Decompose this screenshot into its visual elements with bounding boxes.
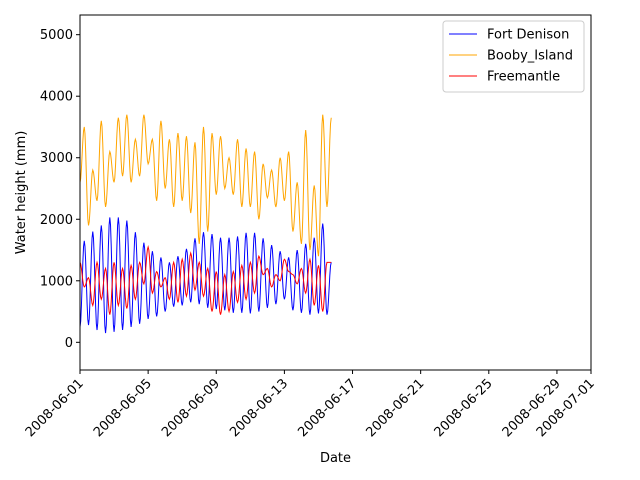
- series-line-freemantle: [79, 244, 332, 315]
- y-tick-label: 0: [65, 336, 73, 351]
- plot-frame: [79, 14, 592, 371]
- series-layer: [79, 114, 332, 334]
- legend-label: Fort Denison: [487, 28, 569, 43]
- series-line-fort-denison: [79, 217, 332, 334]
- legend-label: Freemantle: [487, 70, 560, 85]
- y-tick-label: 2000: [40, 213, 73, 228]
- series-line-booby-island: [79, 114, 332, 257]
- x-axis-title: Date: [320, 451, 351, 466]
- legend: Fort Denison Booby_Island Freemantle: [442, 20, 585, 93]
- y-tick-label: 1000: [40, 274, 73, 289]
- legend-label: Booby_Island: [487, 49, 573, 64]
- y-tick-label: 5000: [40, 28, 73, 43]
- y-axis-title: Water height (mm): [14, 131, 29, 255]
- y-axis: 0 1000 2000 3000 4000 5000: [40, 28, 80, 351]
- legend-frame: [442, 20, 585, 93]
- y-tick-label: 4000: [40, 90, 73, 105]
- y-tick-label: 3000: [40, 151, 73, 166]
